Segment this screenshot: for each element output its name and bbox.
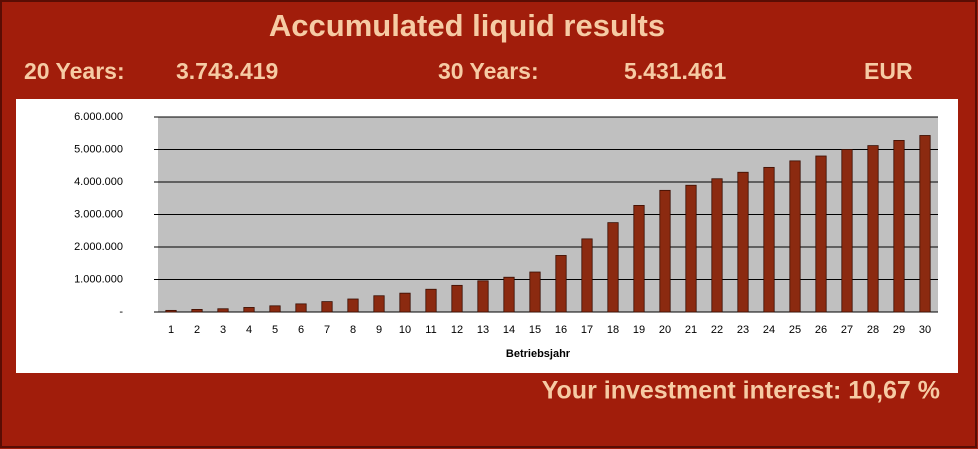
x-tick-label: 7 [324, 324, 330, 336]
x-tick-label: 14 [503, 324, 515, 336]
y-tick-label: 3.000.000 [74, 208, 123, 220]
y-tick-label: 1.000.000 [74, 273, 123, 285]
chart: - 1.000.000 2.000.000 3.000.000 4.000.000 5.0… [74, 111, 938, 336]
x-tick-label: 30 [919, 324, 931, 336]
x-tick-label: 27 [841, 324, 853, 336]
bar [165, 309, 177, 313]
x-tick-label: 13 [477, 324, 489, 336]
y-tick-label: - [119, 306, 123, 318]
x-tick-label: 3 [220, 324, 226, 336]
y-tick-label: 2.000.000 [74, 241, 123, 253]
label-30: 30 Years: [438, 58, 539, 84]
x-tick-label: 22 [711, 324, 723, 336]
bar [269, 305, 281, 313]
x-tick-label: 19 [633, 324, 645, 336]
bar [217, 308, 229, 313]
x-tick-label: 15 [529, 324, 541, 336]
x-tick-label: 26 [815, 324, 827, 336]
y-tick-label: 6.000.000 [74, 111, 123, 123]
x-tick-label: 11 [425, 324, 436, 336]
bar [425, 288, 437, 313]
bar [503, 276, 515, 313]
x-tick-label: 24 [763, 324, 775, 336]
bar [477, 280, 489, 313]
bar [555, 255, 567, 313]
x-tick-label: 4 [246, 324, 252, 336]
bar [685, 184, 697, 313]
value-20: 3.743.419 [176, 58, 278, 84]
bar [321, 301, 333, 313]
value-30: 5.431.461 [624, 58, 727, 84]
x-tick-label: 10 [399, 324, 411, 336]
title: Accumulated liquid results [269, 8, 665, 43]
bar [295, 303, 307, 313]
bar [841, 149, 853, 313]
bar [399, 292, 411, 313]
x-tick-label: 2 [194, 324, 200, 336]
x-tick-label: 21 [685, 324, 697, 336]
interest: Your investment interest: 10,67 % [542, 377, 940, 405]
currency: EUR [864, 58, 913, 84]
x-tick-label: 23 [737, 324, 749, 336]
bar [373, 295, 385, 313]
bar [243, 307, 255, 313]
bar [789, 160, 801, 313]
bar [659, 189, 671, 313]
bar [737, 171, 749, 313]
x-tick-label: 9 [376, 324, 382, 336]
y-tick-label: 5.000.000 [74, 143, 123, 155]
bar [607, 222, 619, 313]
x-tick-label: 28 [867, 324, 879, 336]
x-tick-label: 20 [659, 324, 671, 336]
x-tick-label: 12 [451, 324, 463, 336]
x-tick-label: 6 [298, 324, 304, 336]
y-tick-label: 4.000.000 [74, 176, 123, 188]
x-axis-title: Betriebsjahr [506, 348, 571, 360]
bar [919, 135, 931, 313]
bar [633, 204, 645, 313]
bar [191, 308, 203, 313]
bar [347, 298, 359, 313]
x-tick-label: 17 [581, 324, 593, 336]
x-tick-label: 8 [350, 324, 356, 336]
label-20: 20 Years: [24, 58, 125, 84]
bar [581, 238, 593, 313]
x-tick-label: 16 [555, 324, 567, 336]
x-tick-label: 1 [168, 324, 174, 336]
bar [451, 284, 463, 313]
x-tick-label: 18 [607, 324, 619, 336]
x-tick-label: 5 [272, 324, 278, 336]
bar [815, 155, 827, 313]
bar [893, 139, 905, 313]
bar [711, 178, 723, 313]
bar [529, 271, 541, 313]
x-tick-label: 25 [789, 324, 801, 336]
x-tick-label: 29 [893, 324, 905, 336]
bar [867, 145, 879, 313]
bar [763, 166, 775, 313]
